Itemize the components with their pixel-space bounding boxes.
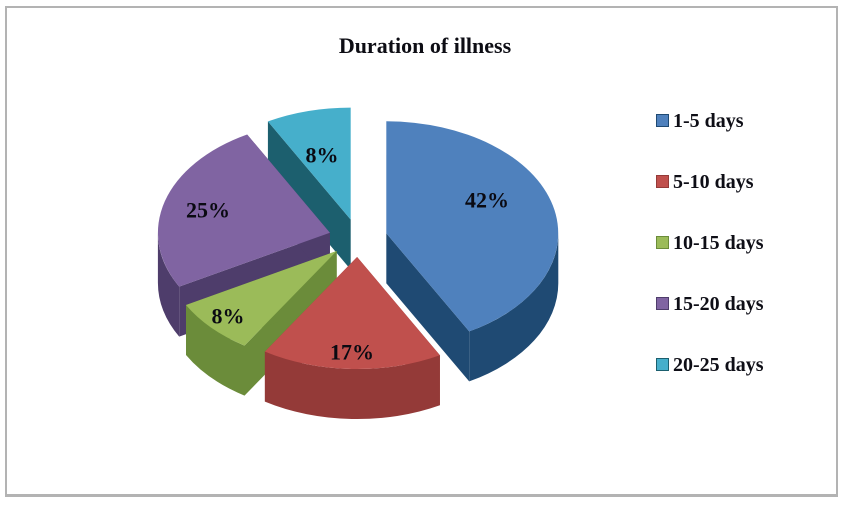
slice-side-face [267, 121, 351, 270]
slice-label: 17% [330, 340, 374, 365]
legend-item: 15-20 days [656, 273, 764, 334]
legend-swatch [656, 297, 669, 310]
pie-slice-10-15-days [186, 251, 337, 396]
legend-swatch [656, 175, 669, 188]
legend-swatch [656, 358, 669, 371]
legend-item: 10-15 days [656, 212, 764, 273]
pie-slice-20-25-days [267, 107, 351, 270]
slice-top-face [386, 121, 559, 332]
legend: 1-5 days 5-10 days 10-15 days 15-20 days 20-… [656, 90, 764, 395]
slice-label: 8% [212, 304, 245, 329]
legend-item: 1-5 days [656, 90, 764, 151]
slice-label: 8% [306, 143, 339, 168]
slice-top-face [264, 257, 440, 370]
slice-label: 25% [186, 198, 230, 223]
slice-top-face [157, 134, 330, 287]
slice-label: 42% [465, 188, 509, 213]
chart-title: Duration of illness [338, 33, 512, 58]
legend-label: 20-25 days [673, 353, 764, 376]
legend-label: 10-15 days [673, 231, 764, 254]
slice-top-face [267, 107, 351, 220]
slice-rim-wall [264, 351, 440, 420]
legend-swatch [656, 236, 669, 249]
slice-top-face [186, 251, 337, 346]
pie-slice-5-10-days [264, 257, 440, 420]
slice-rim-wall [157, 232, 180, 337]
slice-rim-wall [186, 305, 245, 396]
legend-label: 15-20 days [673, 292, 764, 315]
slice-rim-wall [469, 233, 559, 382]
legend-label: 1-5 days [673, 109, 744, 132]
legend-swatch [656, 114, 669, 127]
slice-side-face [386, 233, 470, 382]
legend-item: 20-25 days [656, 334, 764, 395]
pie-slice-1-5-days [386, 121, 559, 382]
legend-item: 5-10 days [656, 151, 764, 212]
legend-label: 5-10 days [673, 170, 754, 193]
